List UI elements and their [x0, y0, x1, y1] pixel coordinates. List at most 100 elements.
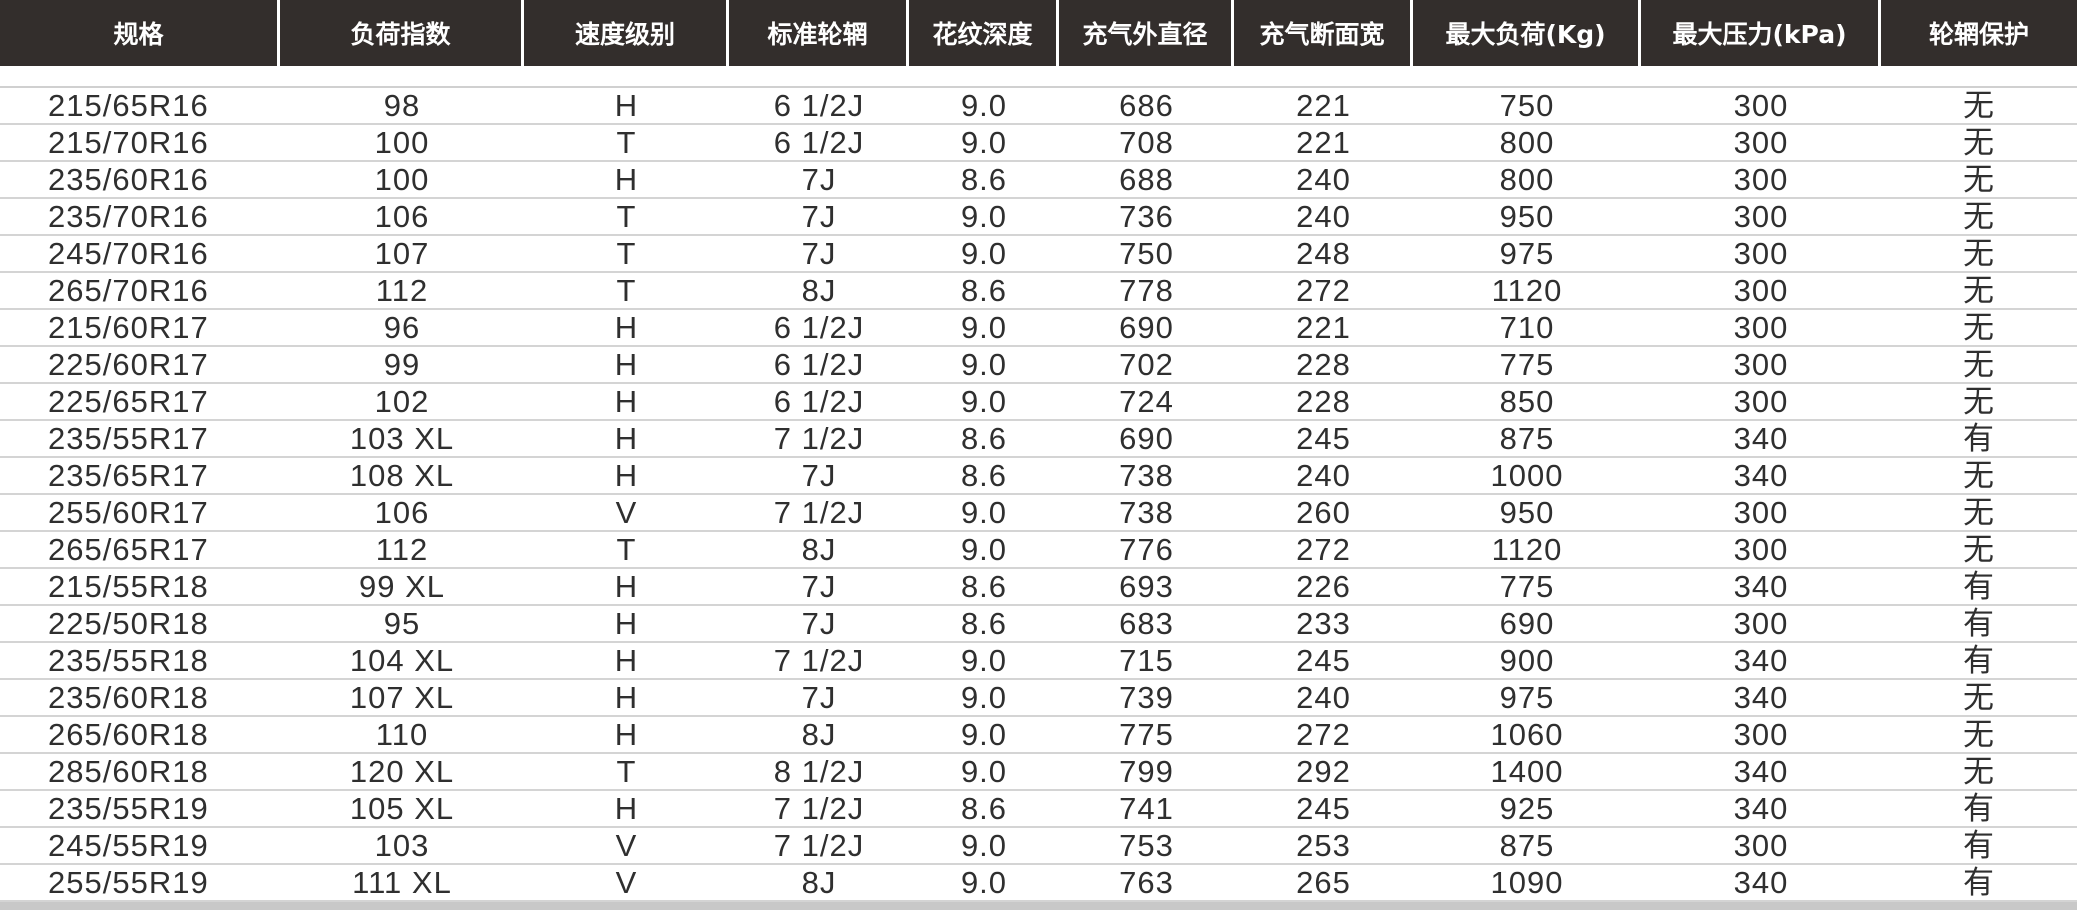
- table-cell: 245/70R16: [48, 236, 209, 271]
- table-cell: 无: [1963, 458, 1995, 493]
- table-cell: 9.0: [960, 643, 1008, 678]
- table-cell: 无: [1963, 384, 1995, 419]
- table-cell: 7J: [801, 606, 837, 641]
- table-cell: 9.0: [960, 310, 1008, 345]
- column-header: 轮辋保护: [1881, 0, 2077, 66]
- table-cell: 110: [375, 717, 429, 752]
- table-cell: V: [615, 495, 638, 530]
- table-cell: 255/55R19: [48, 865, 209, 900]
- table-cell: 8.6: [960, 791, 1008, 826]
- table-row: 245/70R16 107 T 7J 9.0 750 248 975 300 无: [0, 236, 2077, 273]
- table-cell: 300: [1733, 88, 1789, 123]
- table-row: 235/65R17 108 XL H 7J 8.6 738 240 1000 340 无: [0, 458, 2077, 495]
- table-cell: 无: [1963, 199, 1995, 234]
- table-cell: 235/60R18: [48, 680, 209, 715]
- table-cell: 111 XL: [352, 865, 452, 900]
- table-cell: 340: [1733, 643, 1789, 678]
- table-cell: 272: [1296, 532, 1351, 567]
- table-cell: 975: [1499, 236, 1555, 271]
- table-cell: 1120: [1491, 273, 1563, 308]
- table-cell: 235/55R18: [48, 643, 209, 678]
- table-cell: 9.0: [960, 828, 1008, 863]
- table-cell: 9.0: [960, 754, 1008, 789]
- table-cell: 235/60R16: [48, 162, 209, 197]
- table-cell: T: [616, 754, 637, 789]
- table-cell: 9.0: [960, 680, 1008, 715]
- table-cell: 686: [1119, 88, 1174, 123]
- table-cell: 235/55R17: [48, 421, 209, 456]
- table-cell: 8.6: [960, 421, 1008, 456]
- table-cell: 9.0: [960, 236, 1008, 271]
- column-header: 充气外直径: [1059, 0, 1234, 66]
- table-cell: 102: [374, 384, 430, 419]
- table-cell: 775: [1499, 347, 1555, 382]
- table-row: 215/55R18 99 XL H 7J 8.6 693 226 775 340 有: [0, 569, 2077, 606]
- table-cell: 248: [1296, 236, 1351, 271]
- table-cell: 120 XL: [349, 754, 455, 789]
- table-cell: 9.0: [960, 495, 1008, 530]
- bottom-border: [0, 902, 2077, 910]
- column-header: 花纹深度: [909, 0, 1059, 66]
- table-cell: 8.6: [960, 458, 1008, 493]
- table-cell: 272: [1296, 717, 1351, 752]
- table-cell: 235/55R19: [48, 791, 209, 826]
- table-cell: 225/50R18: [48, 606, 209, 641]
- table-cell: 8J: [801, 717, 837, 752]
- table-cell: 245/55R19: [48, 828, 209, 863]
- table-cell: 950: [1499, 495, 1555, 530]
- table-cell: 875: [1499, 828, 1555, 863]
- column-header: 最大负荷(Kg): [1413, 0, 1641, 66]
- table-cell: 6 1/2J: [773, 384, 865, 419]
- table-cell: V: [615, 828, 638, 863]
- table-row: 235/55R19 105 XL H 7 1/2J 8.6 741 245 925 340 有: [0, 791, 2077, 828]
- table-cell: 9.0: [960, 125, 1008, 160]
- table-cell: 850: [1499, 384, 1555, 419]
- table-cell: 228: [1296, 347, 1351, 382]
- table-cell: H: [614, 384, 639, 419]
- table-cell: 253: [1296, 828, 1351, 863]
- table-cell: 100: [374, 125, 430, 160]
- table-cell: 8.6: [960, 273, 1008, 308]
- table-cell: 800: [1499, 162, 1555, 197]
- table-cell: 99 XL: [358, 569, 445, 604]
- table-cell: 225/60R17: [48, 347, 209, 382]
- table-cell: 9.0: [960, 384, 1008, 419]
- table-cell: 7 1/2J: [773, 791, 865, 826]
- table-cell: 1090: [1490, 865, 1564, 900]
- table-cell: 106: [374, 495, 430, 530]
- table-cell: 775: [1119, 717, 1174, 752]
- table-cell: 265/65R17: [48, 532, 209, 567]
- table-cell: 112: [375, 532, 429, 567]
- table-cell: 无: [1963, 273, 1995, 308]
- table-cell: T: [616, 236, 637, 271]
- table-cell: 683: [1119, 606, 1174, 641]
- table-cell: 1120: [1491, 532, 1563, 567]
- table-cell: H: [614, 88, 639, 123]
- table-cell: 753: [1119, 828, 1174, 863]
- table-cell: 975: [1499, 680, 1555, 715]
- table-cell: 7J: [801, 199, 837, 234]
- table-cell: 741: [1119, 791, 1174, 826]
- table-cell: 688: [1119, 162, 1174, 197]
- table-cell: 无: [1963, 88, 1995, 123]
- table-cell: 693: [1119, 569, 1174, 604]
- table-cell: 690: [1119, 310, 1174, 345]
- table-cell: 300: [1733, 310, 1789, 345]
- column-header: 最大压力(kPa): [1641, 0, 1881, 66]
- table-cell: 9.0: [960, 88, 1008, 123]
- table-cell: 265/60R18: [48, 717, 209, 752]
- table-cell: 778: [1119, 273, 1174, 308]
- table-cell: 7J: [801, 680, 837, 715]
- table-cell: 739: [1119, 680, 1174, 715]
- table-cell: 有: [1963, 828, 1995, 863]
- table-cell: 300: [1733, 236, 1789, 271]
- table-cell: 有: [1963, 421, 1995, 456]
- table-cell: 215/55R18: [48, 569, 209, 604]
- table-cell: 265/70R16: [48, 273, 209, 308]
- table-cell: 7J: [801, 236, 837, 271]
- table-cell: 8J: [801, 865, 837, 900]
- table-cell: 8 1/2J: [773, 754, 865, 789]
- table-cell: 300: [1733, 125, 1789, 160]
- table-cell: 340: [1733, 865, 1789, 900]
- table-cell: 无: [1963, 754, 1995, 789]
